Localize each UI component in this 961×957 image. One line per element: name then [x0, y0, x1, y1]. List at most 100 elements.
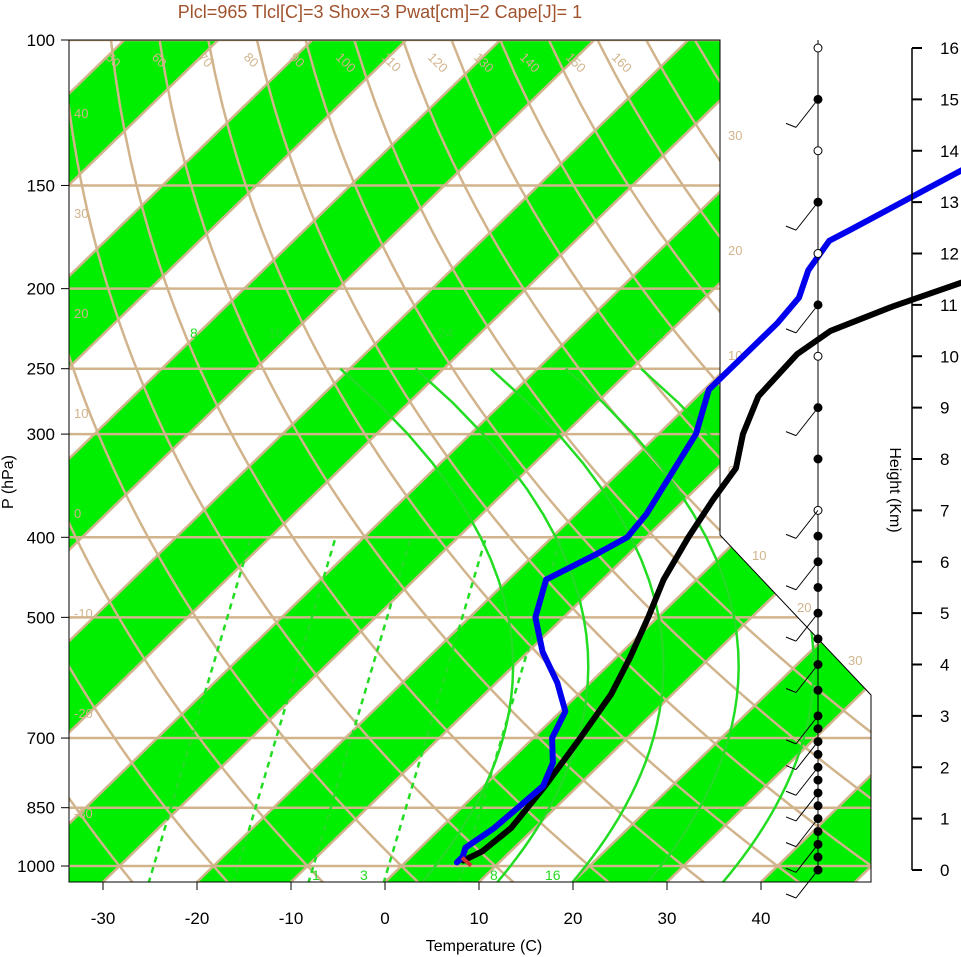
y-tick-label: 400: [27, 528, 55, 547]
wind-barb: [795, 766, 819, 796]
moist-adiabat: [489, 367, 665, 882]
height-tick-label: 7: [940, 501, 949, 520]
moist-adiabat: [414, 367, 590, 882]
x-tick-label: -20: [185, 909, 210, 928]
wind-point: [813, 634, 823, 644]
wind-barb-feather: [785, 585, 797, 591]
height-tick-label: 1: [940, 810, 949, 829]
height-tick-label: 8: [940, 450, 949, 469]
isotherm-line: [196, 40, 871, 882]
isotherm-label: 30: [848, 653, 862, 668]
mixing-ratio-label: 3: [360, 867, 368, 883]
wind-barb-feather: [785, 122, 797, 128]
dry-adiabat: [304, 40, 871, 882]
height-tick-label: 2: [940, 758, 949, 777]
temperature-profile: [460, 279, 961, 864]
mixing-ratio-label: 8: [490, 867, 498, 883]
isotherm-line: [69, 40, 314, 882]
isotherm-label: 120: [425, 50, 451, 76]
isotherm-band: [69, 40, 407, 882]
wind-point: [813, 724, 823, 734]
y-tick-label: 1000: [17, 857, 55, 876]
x-tick-label: 10: [470, 909, 489, 928]
dry-adiabat: [69, 40, 135, 882]
isotherm-line: [69, 40, 220, 882]
wind-barb-feather: [785, 739, 797, 745]
wind-barb-feather: [785, 225, 797, 231]
height-tick-label: 15: [940, 90, 959, 109]
height-tick-label: 5: [940, 604, 949, 623]
height-tick-label: 3: [940, 707, 949, 726]
x-tick-label: 20: [564, 909, 583, 928]
wind-point: [813, 351, 823, 361]
height-tick-label: 4: [940, 656, 949, 675]
wind-barb-feather: [785, 893, 797, 899]
mixing-ratio-label: 16: [268, 325, 284, 341]
wind-point: [813, 852, 823, 862]
isotherm-label: 30: [74, 206, 88, 221]
dry-adiabat: [158, 40, 707, 882]
isotherm-label: 20: [728, 243, 742, 258]
isotherm-label: 20: [797, 600, 811, 615]
y-tick-label: 850: [27, 799, 55, 818]
wind-point: [813, 531, 823, 541]
height-axis-label: Height (Km): [886, 447, 903, 532]
dry-adiabat: [255, 40, 871, 882]
wind-barb-feather: [785, 816, 797, 822]
wind-barb: [795, 869, 819, 899]
y-tick-label: 300: [27, 425, 55, 444]
height-tick-label: 14: [940, 142, 959, 161]
dry-adiabat: [401, 40, 871, 882]
wind-point: [813, 775, 823, 785]
x-tick-label: 40: [752, 909, 771, 928]
height-tick-label: 12: [940, 245, 959, 264]
wind-barb: [795, 510, 819, 539]
height-tick-label: 9: [940, 399, 949, 418]
isotherm-band: [69, 40, 783, 882]
mixing-ratio-label: 32: [648, 325, 664, 341]
height-tick-label: 10: [940, 347, 959, 366]
wind-point: [813, 801, 823, 811]
wind-barb-feather: [785, 842, 797, 848]
isotherm-label: 20: [74, 306, 88, 321]
mixing-ratio-label: 16: [545, 867, 561, 883]
wind-point: [813, 43, 823, 53]
wind-point: [813, 582, 823, 592]
wind-barb: [795, 715, 819, 745]
wind-point: [813, 146, 823, 156]
isotherm-line: [666, 40, 871, 882]
height-tick-label: 13: [940, 193, 959, 212]
wind-barb-feather: [785, 688, 797, 693]
x-tick-label: -30: [91, 909, 116, 928]
height-tick-label: 0: [940, 861, 949, 880]
isotherm-line: [69, 40, 596, 882]
dry-adiabat: [353, 40, 871, 882]
wind-barb: [795, 818, 819, 847]
wind-point: [813, 685, 823, 695]
wind-barb: [795, 201, 819, 231]
y-axis-label: P (hPa): [0, 455, 17, 509]
dewpoint-profile: [453, 167, 961, 866]
isotherm-label: 0: [74, 506, 81, 521]
height-tick-label: 6: [940, 553, 949, 572]
chart-title: Plcl=965 Tlcl[C]=3 Shox=3 Pwat[cm]=2 Cap…: [178, 2, 582, 22]
x-tick-label: -10: [279, 909, 304, 928]
wind-barb: [795, 741, 819, 770]
wind-barb: [795, 304, 819, 334]
wind-barb-feather: [785, 328, 797, 334]
isotherm-line: [69, 40, 784, 882]
isotherm-line: [949, 40, 961, 882]
isotherm-label: 10: [74, 406, 88, 421]
wind-barb-feather: [785, 790, 797, 796]
sounding-profiles: [453, 40, 961, 899]
isotherm-band: [69, 40, 595, 882]
wind-barb: [795, 561, 819, 591]
y-tick-label: 150: [27, 176, 55, 195]
wind-barb: [795, 612, 819, 642]
wind-point: [813, 249, 823, 258]
x-tick-label: 0: [380, 909, 389, 928]
wind-barb-feather: [785, 636, 797, 642]
wind-barb-feather: [785, 533, 797, 539]
